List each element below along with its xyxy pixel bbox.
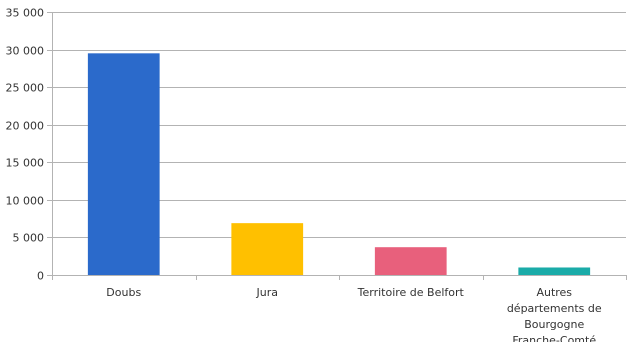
- bar-0: [87, 53, 160, 276]
- bars: [87, 53, 591, 276]
- y-tick-label: 15 000: [6, 157, 45, 170]
- x-category-label: Territoire de Belfort: [357, 286, 465, 299]
- x-category-label-line: Territoire de Belfort: [357, 286, 465, 299]
- y-tick-labels: 0 5 000 10 000 15 000 20 000 25 000 30 000 35 0…: [6, 7, 45, 283]
- axes: [47, 12, 627, 280]
- y-tick-label: 0: [37, 270, 44, 283]
- x-category-label-line: Autres: [536, 286, 572, 299]
- y-tick-label: 25 000: [6, 82, 45, 95]
- y-tick-label: 10 000: [6, 195, 45, 208]
- x-category-label-line: Doubs: [106, 286, 141, 299]
- bar-2: [374, 247, 447, 275]
- x-category-label: Autres départements de Bourgogne Franche-Co…: [507, 286, 602, 342]
- x-category-label: Jura: [256, 286, 278, 299]
- y-tick-label: 35 000: [6, 7, 45, 20]
- x-category-label: Doubs: [106, 286, 141, 299]
- x-category-label-line: Bourgogne: [524, 318, 584, 331]
- y-tick-label: 5 000: [13, 232, 45, 245]
- bar-1: [231, 223, 304, 275]
- bar-3: [518, 267, 591, 275]
- y-tick-label: 30 000: [6, 45, 45, 58]
- x-category-label-line: départements de: [507, 302, 602, 315]
- x-category-label-line: Jura: [256, 286, 278, 299]
- x-category-label-line: Franche-Comté: [512, 334, 596, 342]
- x-category-labels: Doubs Jura Territoire de Belfort Autres dépa…: [106, 286, 602, 342]
- y-tick-label: 20 000: [6, 120, 45, 133]
